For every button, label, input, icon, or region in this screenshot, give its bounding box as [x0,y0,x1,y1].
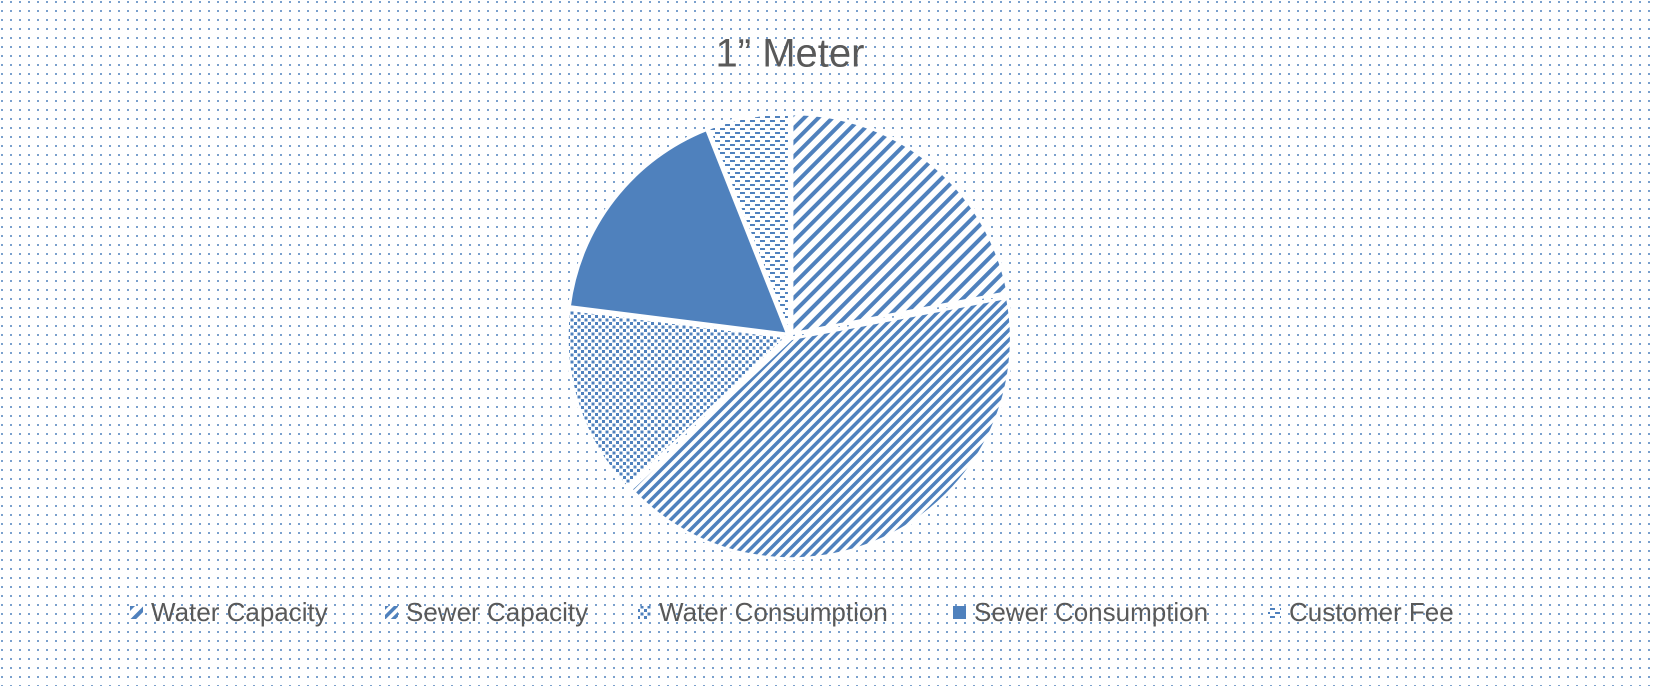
legend-marker [638,606,651,619]
legend-marker [953,606,966,619]
legend-label: Sewer Capacity [406,597,588,627]
pie-slice [628,295,1013,561]
legend-marker [385,606,398,619]
legend-marker [130,606,143,619]
legend-label: Sewer Consumption [974,597,1208,627]
legend-label: Water Consumption [659,597,888,627]
legend-label: Customer Fee [1289,597,1454,627]
pie-slice [567,127,790,336]
chart-title: 1” Meter [716,32,865,76]
legend-marker [1268,606,1281,619]
pie-slice [790,112,1010,336]
pie-slice [565,307,791,490]
legend-label: Water Capacity [151,597,328,627]
pie-slice [706,111,791,334]
